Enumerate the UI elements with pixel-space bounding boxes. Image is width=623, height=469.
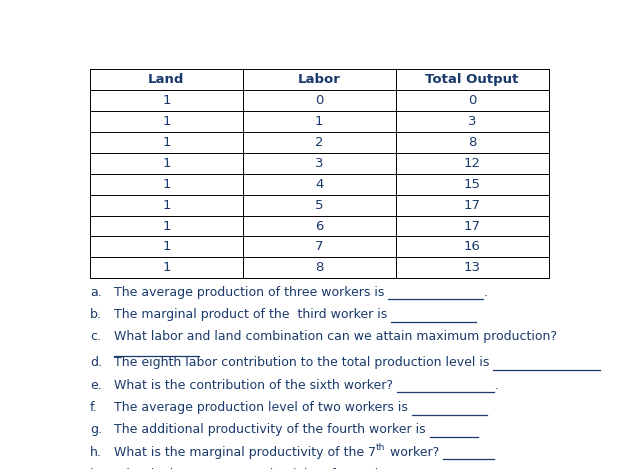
Text: 1: 1 <box>162 198 171 212</box>
Text: 1: 1 <box>162 157 171 170</box>
Text: 2: 2 <box>315 136 323 149</box>
Text: What is the marginal productivity of the 7: What is the marginal productivity of the… <box>114 446 376 459</box>
Text: 7: 7 <box>315 241 323 253</box>
Text: f.: f. <box>90 401 98 414</box>
Text: What labor and land combination can we attain maximum production?: What labor and land combination can we a… <box>114 330 557 343</box>
Text: 12: 12 <box>464 157 481 170</box>
Text: a.: a. <box>90 286 102 299</box>
Text: Labor: Labor <box>298 73 341 86</box>
Text: 8: 8 <box>468 136 477 149</box>
Text: 6: 6 <box>315 219 323 233</box>
Text: The marginal product of the  third worker is: The marginal product of the third worker… <box>114 308 391 321</box>
Text: The eighth labor contribution to the total production level is: The eighth labor contribution to the tot… <box>114 356 493 369</box>
Text: 15: 15 <box>464 178 481 190</box>
Text: 1: 1 <box>162 136 171 149</box>
Text: .: . <box>484 286 488 299</box>
Text: 1: 1 <box>162 94 171 107</box>
Text: Total Output: Total Output <box>426 73 519 86</box>
Text: 1: 1 <box>315 115 323 128</box>
Text: 0: 0 <box>315 94 323 107</box>
Text: 3: 3 <box>468 115 477 128</box>
Text: i.: i. <box>90 468 97 469</box>
Text: 1: 1 <box>162 178 171 190</box>
Text: 1: 1 <box>162 261 171 274</box>
Text: th: th <box>376 443 386 452</box>
Text: d.: d. <box>90 356 102 369</box>
Text: 3: 3 <box>315 157 323 170</box>
Text: 4: 4 <box>315 178 323 190</box>
Text: 1: 1 <box>162 219 171 233</box>
Text: Land: Land <box>148 73 184 86</box>
Text: What is the contribution of the sixth worker?: What is the contribution of the sixth wo… <box>114 378 397 392</box>
Text: 0: 0 <box>468 94 477 107</box>
Text: What is the average productivity of 8 workers?: What is the average productivity of 8 wo… <box>114 468 412 469</box>
Text: 5: 5 <box>315 198 323 212</box>
Text: 13: 13 <box>464 261 481 274</box>
Text: worker?: worker? <box>386 446 443 459</box>
Text: 1: 1 <box>162 115 171 128</box>
Text: c.: c. <box>90 330 101 343</box>
Text: 17: 17 <box>464 198 481 212</box>
Text: 16: 16 <box>464 241 480 253</box>
Text: e.: e. <box>90 378 102 392</box>
Text: The average production of three workers is: The average production of three workers … <box>114 286 389 299</box>
Text: The additional productivity of the fourth worker is: The additional productivity of the fourt… <box>114 424 430 436</box>
Text: b.: b. <box>90 308 102 321</box>
Text: 17: 17 <box>464 219 481 233</box>
Text: .: . <box>495 378 499 392</box>
Text: 1: 1 <box>162 241 171 253</box>
Text: The average production level of two workers is: The average production level of two work… <box>114 401 412 414</box>
Text: g.: g. <box>90 424 102 436</box>
Text: h.: h. <box>90 446 102 459</box>
Text: 8: 8 <box>315 261 323 274</box>
